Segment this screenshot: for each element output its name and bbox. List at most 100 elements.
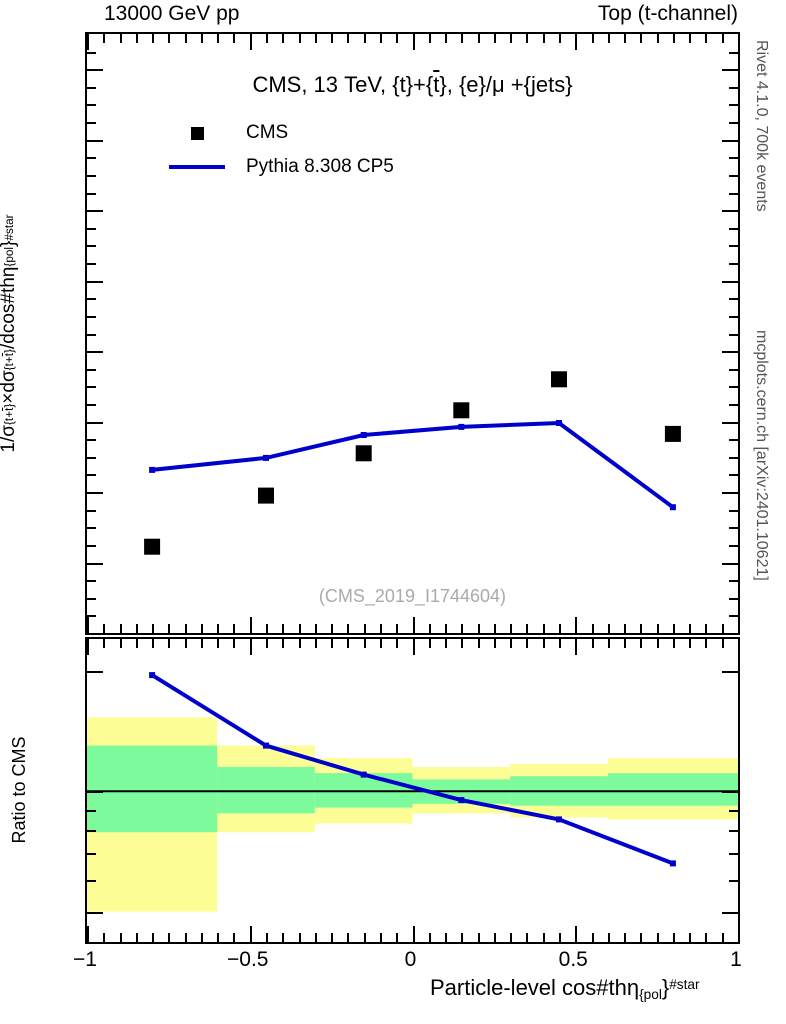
axis-tick — [87, 879, 96, 882]
mc-point-marker — [458, 423, 465, 430]
axis-tick — [184, 34, 187, 43]
axis-tick — [510, 639, 513, 648]
axis-tick — [526, 933, 529, 942]
axis-tick — [217, 933, 220, 942]
axis-tick — [87, 670, 103, 673]
axis-tick — [722, 562, 738, 565]
axis-tick — [575, 34, 578, 50]
axis-tick — [672, 624, 675, 633]
uncertainty-band-1sigma — [217, 766, 315, 814]
axis-tick — [87, 174, 96, 177]
axis-tick — [729, 192, 738, 195]
axis-tick — [729, 315, 738, 318]
axis-tick — [87, 315, 96, 318]
axis-tick — [363, 624, 366, 633]
axis-tick — [729, 333, 738, 336]
axis-tick — [135, 34, 138, 43]
axis-tick — [607, 624, 610, 633]
axis-tick — [729, 456, 738, 459]
legend-item-pythia[interactable]: Pythia 8.308 CP5 — [152, 150, 394, 184]
x-axis-tick-label: 0 — [404, 948, 417, 971]
axis-tick — [347, 624, 350, 633]
axis-tick — [103, 624, 106, 633]
axis-tick — [282, 933, 285, 942]
axis-tick — [640, 624, 643, 633]
axis-tick — [396, 624, 399, 633]
ratio-mc-line — [151, 673, 674, 866]
axis-tick — [445, 624, 448, 633]
axis-tick — [168, 34, 171, 43]
axis-tick — [87, 368, 96, 371]
axis-tick — [249, 617, 252, 633]
axis-tick — [729, 509, 738, 512]
axis-tick — [87, 157, 96, 160]
axis-tick — [87, 351, 103, 354]
axis-tick — [87, 509, 96, 512]
axis-tick — [266, 933, 269, 942]
header-process: Top (t-channel) — [597, 2, 738, 25]
axis-tick — [298, 624, 301, 633]
axis-tick — [721, 34, 724, 43]
mc-prediction-line — [151, 420, 675, 509]
axis-tick — [87, 527, 96, 530]
axis-tick — [87, 615, 96, 618]
ratio-point-marker — [149, 672, 156, 679]
axis-tick — [200, 34, 203, 43]
axis-tick — [87, 580, 96, 583]
axis-tick — [217, 34, 220, 43]
axis-tick — [705, 34, 708, 43]
ratio-point-marker — [669, 860, 676, 867]
axis-tick — [347, 933, 350, 942]
axis-tick — [558, 639, 561, 648]
axis-tick — [396, 34, 399, 43]
axis-tick — [87, 210, 103, 213]
rivet-version-note: Rivet 4.1.0, 700k events — [753, 40, 770, 212]
axis-tick — [87, 911, 103, 914]
axis-tick — [591, 34, 594, 43]
ratio-point-marker — [556, 816, 562, 823]
mc-point-marker — [669, 504, 676, 511]
axis-tick — [152, 34, 155, 43]
axis-tick — [689, 933, 692, 942]
axis-tick — [233, 639, 236, 648]
axis-tick — [298, 34, 301, 43]
axis-tick — [152, 639, 155, 648]
axis-tick — [412, 617, 415, 633]
axis-tick — [87, 791, 103, 794]
axis-tick — [103, 933, 106, 942]
legend-item-cms[interactable]: CMS — [152, 116, 394, 150]
axis-tick — [729, 227, 738, 230]
axis-tick — [721, 933, 724, 942]
axis-tick — [347, 639, 350, 648]
axis-tick — [184, 639, 187, 648]
axis-tick — [412, 639, 415, 655]
axis-tick — [331, 624, 334, 633]
axis-tick — [477, 933, 480, 942]
axis-tick — [87, 192, 96, 195]
axis-tick — [558, 933, 561, 942]
axis-tick — [87, 298, 96, 301]
axis-tick — [200, 639, 203, 648]
data-point-marker — [551, 371, 567, 388]
mc-point-marker — [556, 420, 562, 426]
axis-tick — [624, 624, 627, 633]
axis-tick — [729, 245, 738, 248]
axis-tick — [729, 544, 738, 547]
axis-tick — [640, 639, 643, 648]
uncertainty-band-1sigma — [607, 773, 738, 806]
axis-tick — [591, 624, 594, 633]
axis-tick — [722, 280, 738, 283]
axis-tick — [282, 639, 285, 648]
axis-tick — [445, 639, 448, 648]
axis-tick — [729, 386, 738, 389]
axis-tick — [624, 34, 627, 43]
header-collision-energy: 13000 GeV pp — [104, 2, 240, 25]
axis-tick — [729, 122, 738, 125]
axis-tick — [721, 639, 724, 648]
mc-point-marker — [360, 432, 367, 438]
axis-tick — [135, 933, 138, 942]
data-point-marker — [664, 425, 681, 442]
axis-tick — [87, 853, 96, 856]
legend: CMS Pythia 8.308 CP5 — [152, 116, 394, 184]
axis-tick — [729, 263, 738, 266]
